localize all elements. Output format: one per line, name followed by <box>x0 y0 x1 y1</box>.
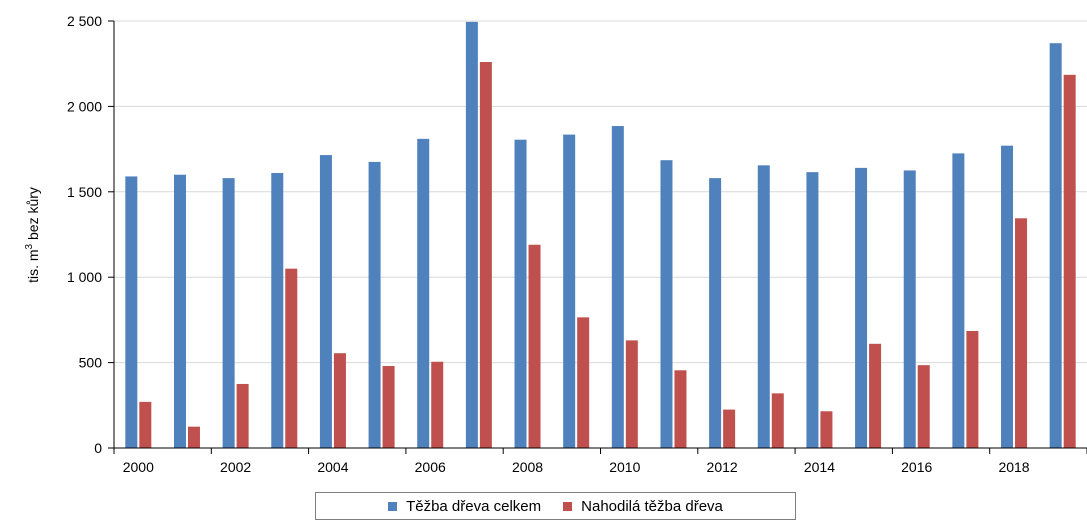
x-tick-label: 2018 <box>998 459 1029 475</box>
bar-total-2008 <box>514 139 527 448</box>
y-axis-label: tis. m3 bez kůry <box>24 187 41 283</box>
bar-salvage-2017 <box>966 331 979 448</box>
x-tick-labels: 2000 2002 2004 2006 2008 2010 2012 2014 2016 2018 <box>123 459 1030 475</box>
bar-salvage-2016 <box>917 365 930 448</box>
bar-salvage-2019 <box>1063 74 1076 448</box>
bar-salvage-2010 <box>625 340 638 448</box>
x-tick-label: 2000 <box>123 459 154 475</box>
bar-salvage-2007 <box>479 61 492 448</box>
x-tick-label: 2008 <box>512 459 543 475</box>
x-tick-label: 2004 <box>317 459 348 475</box>
bar-total-2009 <box>563 134 576 448</box>
bar-salvage-2006 <box>431 361 444 448</box>
bar-salvage-2000 <box>139 401 152 448</box>
y-tick-labels: 0 500 1 000 1 500 2 000 2 500 <box>67 13 102 456</box>
bar-total-2015 <box>855 167 868 448</box>
bars <box>125 21 1076 449</box>
bar-total-2016 <box>903 170 916 448</box>
x-tick-label: 2010 <box>609 459 640 475</box>
bar-salvage-2014 <box>820 411 833 448</box>
bar-salvage-2004 <box>333 353 346 448</box>
bar-total-2017 <box>952 153 965 448</box>
y-tick-label: 1 000 <box>67 269 102 285</box>
x-tick-label: 2012 <box>707 459 738 475</box>
bar-total-2012 <box>709 178 722 449</box>
bar-salvage-2011 <box>674 370 687 448</box>
bar-total-2000 <box>125 176 138 449</box>
bar-salvage-2005 <box>382 366 395 448</box>
bar-total-2010 <box>611 126 624 449</box>
bar-total-2014 <box>806 172 819 448</box>
y-tick-label: 2 500 <box>67 13 102 29</box>
bar-total-2004 <box>319 155 332 448</box>
bar-salvage-2015 <box>869 343 882 448</box>
y-tick-label: 500 <box>79 355 103 371</box>
bar-salvage-2008 <box>528 244 541 448</box>
bar-salvage-2018 <box>1015 218 1028 448</box>
legend-label-salvage: Nahodilá těžba dřeva <box>581 497 723 515</box>
bar-salvage-2003 <box>285 268 298 448</box>
bar-total-2003 <box>271 173 284 448</box>
bar-salvage-2012 <box>723 409 736 448</box>
y-tick-label: 2 000 <box>67 98 102 114</box>
y-tick-label: 1 500 <box>67 184 102 200</box>
bar-total-2013 <box>757 165 770 449</box>
bar-total-2002 <box>222 178 235 449</box>
bar-total-2005 <box>368 161 381 448</box>
bar-salvage-2013 <box>771 393 784 448</box>
bar-total-2001 <box>173 174 186 448</box>
y-tick-label: 0 <box>94 440 102 456</box>
bar-salvage-2009 <box>577 317 590 448</box>
legend-swatch-salvage <box>563 501 573 511</box>
axes <box>108 20 1087 454</box>
legend: Těžba dřeva celkem Nahodilá těžba dřeva <box>315 492 796 520</box>
x-tick-label: 2006 <box>415 459 446 475</box>
bar-total-2006 <box>417 138 430 449</box>
bar-total-2011 <box>660 160 673 448</box>
x-tick-label: 2014 <box>804 459 835 475</box>
x-tick-label: 2016 <box>901 459 932 475</box>
legend-item-total: Těžba dřeva celkem <box>388 498 541 515</box>
legend-label-total: Těžba dřeva celkem <box>406 497 542 515</box>
bar-total-2007 <box>465 21 478 448</box>
gridlines <box>114 20 1087 364</box>
legend-item-salvage: Nahodilá těžba dřeva <box>563 498 723 515</box>
bar-total-2019 <box>1049 43 1062 448</box>
legend-swatch-total <box>388 501 398 511</box>
x-tick-label: 2002 <box>220 459 251 475</box>
bar-salvage-2002 <box>236 383 249 448</box>
bar-salvage-2001 <box>187 426 200 448</box>
bar-total-2018 <box>1001 145 1014 448</box>
